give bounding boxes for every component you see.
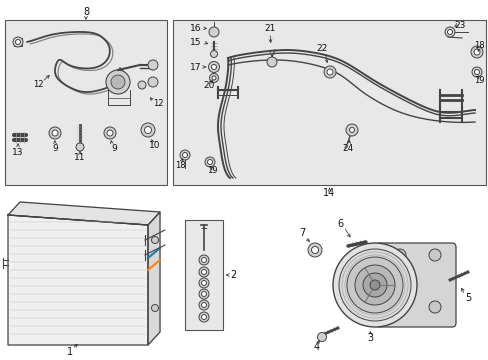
- Circle shape: [16, 40, 20, 45]
- Text: 6: 6: [336, 219, 343, 229]
- Circle shape: [338, 249, 410, 321]
- Text: 3: 3: [366, 333, 372, 343]
- Circle shape: [209, 73, 218, 82]
- Circle shape: [326, 69, 332, 75]
- Circle shape: [138, 81, 146, 89]
- Circle shape: [393, 249, 405, 261]
- Circle shape: [199, 255, 208, 265]
- Circle shape: [182, 153, 187, 158]
- Circle shape: [208, 62, 219, 72]
- Circle shape: [106, 70, 130, 94]
- Polygon shape: [148, 212, 160, 345]
- Text: 19: 19: [473, 76, 483, 85]
- Circle shape: [111, 75, 125, 89]
- Circle shape: [428, 249, 440, 261]
- Circle shape: [151, 305, 158, 311]
- Circle shape: [362, 273, 386, 297]
- Circle shape: [208, 27, 219, 37]
- Circle shape: [471, 67, 481, 77]
- Circle shape: [151, 237, 158, 243]
- Text: 5: 5: [464, 293, 470, 303]
- Circle shape: [346, 124, 357, 136]
- Text: 7: 7: [298, 228, 305, 238]
- Bar: [173, 20, 485, 185]
- Circle shape: [201, 280, 206, 285]
- Text: 11: 11: [74, 153, 85, 162]
- Circle shape: [470, 46, 482, 58]
- Circle shape: [324, 66, 335, 78]
- Text: 24: 24: [342, 144, 353, 153]
- Circle shape: [104, 127, 116, 139]
- Bar: [5, 20, 167, 185]
- Circle shape: [349, 127, 354, 132]
- Text: 16: 16: [190, 23, 202, 32]
- Circle shape: [199, 278, 208, 288]
- Circle shape: [354, 265, 394, 305]
- Circle shape: [473, 69, 479, 75]
- Text: 10: 10: [149, 140, 161, 149]
- Circle shape: [307, 243, 321, 257]
- Circle shape: [211, 64, 216, 69]
- Text: 9: 9: [52, 144, 58, 153]
- Polygon shape: [8, 215, 148, 345]
- Circle shape: [199, 300, 208, 310]
- Polygon shape: [8, 202, 160, 225]
- Text: 12: 12: [152, 99, 163, 108]
- Circle shape: [49, 127, 61, 139]
- Text: 13: 13: [12, 148, 24, 157]
- Text: 18: 18: [174, 161, 185, 170]
- Text: 2: 2: [229, 270, 236, 280]
- Circle shape: [204, 157, 215, 167]
- FancyBboxPatch shape: [375, 243, 455, 327]
- Text: 15: 15: [190, 37, 202, 46]
- Text: 20: 20: [203, 81, 214, 90]
- Text: 18: 18: [473, 41, 483, 50]
- Bar: [184, 220, 223, 330]
- Circle shape: [346, 257, 402, 313]
- Circle shape: [201, 315, 206, 320]
- Circle shape: [207, 159, 212, 165]
- Circle shape: [311, 247, 318, 253]
- Circle shape: [76, 143, 84, 151]
- Circle shape: [444, 27, 454, 37]
- Circle shape: [144, 126, 151, 134]
- Circle shape: [447, 30, 451, 35]
- Circle shape: [369, 280, 379, 290]
- Text: 8: 8: [83, 7, 89, 17]
- Text: 17: 17: [190, 63, 202, 72]
- Circle shape: [317, 333, 326, 342]
- Circle shape: [428, 301, 440, 313]
- Text: 19: 19: [206, 166, 217, 175]
- Circle shape: [201, 292, 206, 297]
- Text: 1: 1: [67, 347, 73, 357]
- Circle shape: [199, 267, 208, 277]
- Circle shape: [201, 257, 206, 262]
- Text: 4: 4: [313, 342, 320, 352]
- Circle shape: [201, 270, 206, 274]
- Circle shape: [13, 37, 23, 47]
- Circle shape: [210, 50, 217, 58]
- Circle shape: [148, 77, 158, 87]
- Circle shape: [107, 130, 113, 136]
- Circle shape: [141, 123, 155, 137]
- Text: 22: 22: [316, 44, 327, 53]
- Circle shape: [473, 49, 479, 55]
- Text: 14: 14: [323, 188, 335, 198]
- Circle shape: [332, 243, 416, 327]
- Circle shape: [148, 60, 158, 70]
- Circle shape: [199, 289, 208, 299]
- Circle shape: [52, 130, 58, 136]
- Text: 23: 23: [453, 21, 465, 30]
- Text: 9: 9: [111, 144, 117, 153]
- Text: 21: 21: [264, 23, 275, 32]
- Circle shape: [212, 76, 216, 80]
- Circle shape: [266, 57, 276, 67]
- Circle shape: [201, 302, 206, 307]
- Circle shape: [180, 150, 190, 160]
- Text: 12: 12: [33, 80, 43, 89]
- Circle shape: [199, 312, 208, 322]
